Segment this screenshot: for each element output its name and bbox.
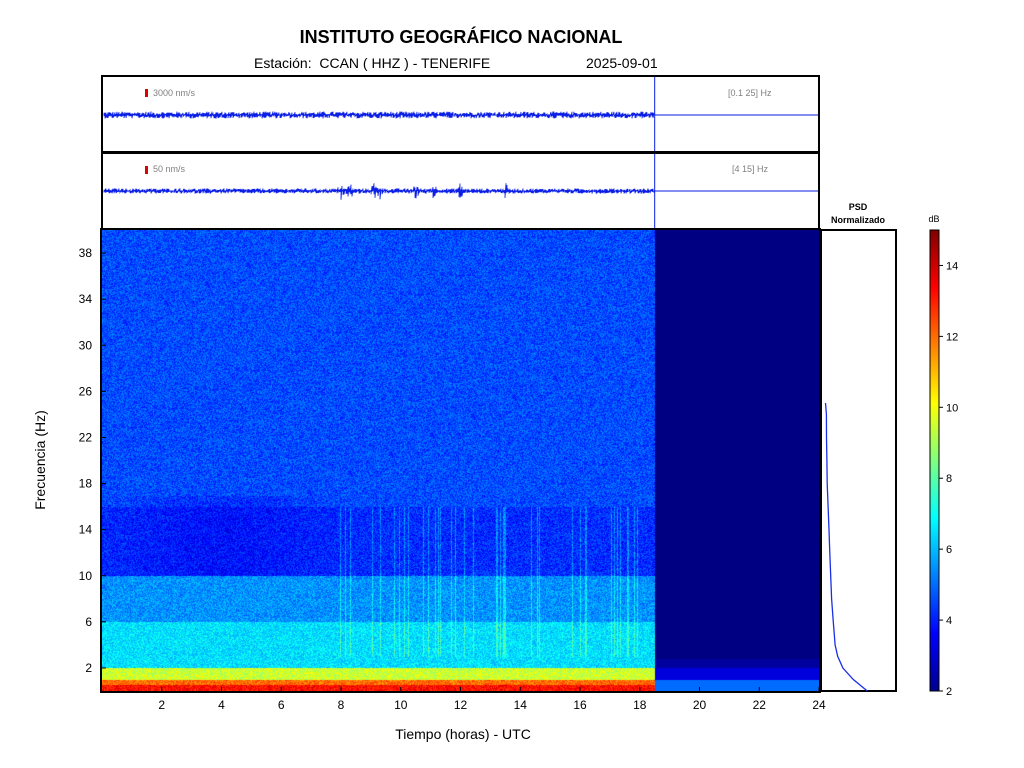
y-axis-label: Frecuencia (Hz)	[32, 410, 48, 510]
seismogram-panel-filtered: 50 nm/s [4 15] Hz	[101, 152, 820, 230]
x-tick-label: 8	[338, 698, 345, 712]
y-tick-label: 22	[79, 430, 93, 444]
trace-signal	[103, 111, 655, 119]
x-tick-label: 12	[454, 698, 468, 712]
scale-label: 3000 nm/s	[153, 88, 196, 98]
station-label: Estación: CCAN ( HHZ ) - TENERIFE	[254, 55, 491, 71]
psd-frame	[820, 229, 897, 692]
y-tick-label: 6	[85, 615, 92, 629]
x-tick-label: 4	[218, 698, 225, 712]
seismogram-panel-broadband: 3000 nm/s [0.1 25] Hz	[101, 75, 820, 153]
date-label: 2025-09-01	[586, 55, 658, 71]
colorbar-tick-label: 12	[946, 331, 958, 343]
colorbar-tick-label: 2	[946, 686, 952, 698]
psd-title-line2: Normalizado	[831, 215, 886, 225]
colorbar-tick-label: 14	[946, 260, 958, 272]
y-tick-label: 10	[79, 569, 93, 583]
x-tick-label: 6	[278, 698, 285, 712]
colorbar-label: dB	[928, 214, 939, 224]
x-tick-label: 10	[394, 698, 408, 712]
scale-bar	[145, 166, 148, 174]
y-tick-label: 2	[85, 661, 92, 675]
y-tick-label: 18	[79, 477, 93, 491]
colorbar-tick-label: 8	[946, 473, 952, 485]
psd-title-line1: PSD	[849, 202, 868, 212]
x-tick-label: 2	[158, 698, 165, 712]
trace-signal	[103, 183, 655, 200]
psd-line	[824, 402, 868, 692]
colorbar-gradient	[929, 229, 940, 692]
page-title: INSTITUTO GEOGRÁFICO NACIONAL	[299, 27, 623, 47]
scale-label: 50 nm/s	[153, 164, 186, 174]
y-tick-label: 14	[79, 523, 93, 537]
x-tick-label: 22	[753, 698, 767, 712]
x-tick-label: 24	[812, 698, 826, 712]
colorbar-ticks: 2 4 6 8 10 12 14	[939, 260, 958, 698]
x-tick-label: 14	[514, 698, 528, 712]
colorbar-tick-label: 6	[946, 544, 952, 556]
spectrogram-panel: 2 4 6 8 10 12 14 16 18 20 22 24 261014182226303438 …	[32, 228, 826, 742]
colorbar: dB 2 4 6 8 10 12 14	[928, 214, 958, 698]
y-tick-label: 30	[79, 338, 93, 352]
y-tick-label: 34	[79, 292, 93, 306]
x-tick-label: 20	[693, 698, 707, 712]
psd-panel: PSD Normalizado	[820, 202, 897, 692]
band-label: [0.1 25] Hz	[728, 88, 772, 98]
y-tick-label: 38	[79, 246, 93, 260]
x-axis-label: Tiempo (horas) - UTC	[395, 726, 531, 742]
seismogram-trace	[103, 154, 818, 228]
colorbar-tick-label: 10	[946, 402, 958, 414]
x-tick-label: 18	[633, 698, 647, 712]
band-label: [4 15] Hz	[732, 164, 769, 174]
x-tick-label: 16	[573, 698, 587, 712]
seismogram-trace	[103, 77, 818, 151]
x-axis: 2 4 6 8 10 12 14 16 18 20 22 24	[158, 687, 826, 712]
scale-bar	[145, 89, 148, 97]
y-tick-label: 26	[79, 384, 93, 398]
spectrogram-image	[102, 230, 819, 691]
colorbar-tick-label: 4	[946, 615, 952, 627]
